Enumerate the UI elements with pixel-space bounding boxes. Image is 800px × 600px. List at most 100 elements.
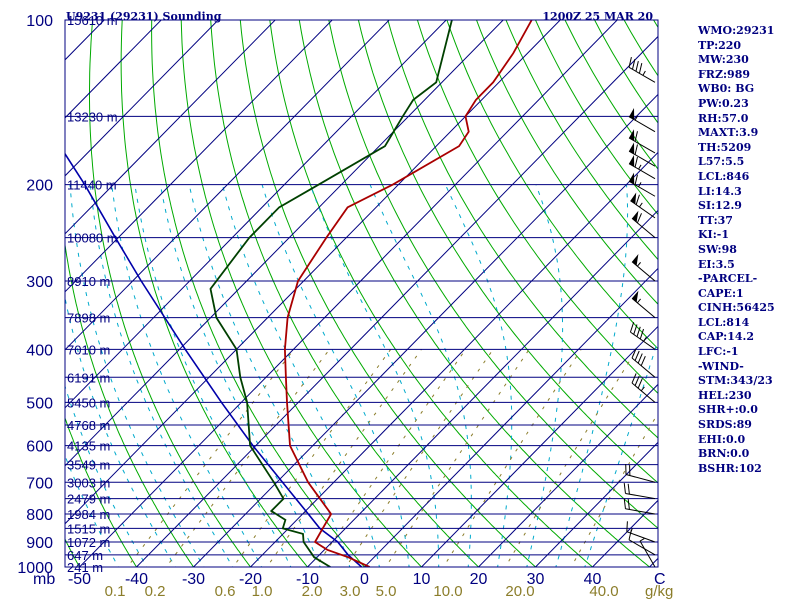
wind-barbs	[623, 57, 656, 568]
dry-adiabat	[505, 20, 658, 261]
wind-barb-flag	[633, 324, 638, 335]
mixing-ratio-tick-label: 40.0	[589, 583, 618, 600]
wind-barb-flag	[640, 355, 646, 366]
wind-barb-staff	[628, 539, 656, 556]
dry-adiabat	[65, 241, 195, 567]
wind-barb	[628, 108, 656, 133]
wind-barb-staff	[628, 66, 656, 83]
wind-barb-flag	[626, 521, 628, 532]
wind-barb-half	[642, 70, 646, 76]
wind-barb-pennant	[632, 210, 639, 223]
wind-barb-staff	[625, 474, 656, 483]
sounding-index-item: HEL:230	[698, 388, 752, 402]
height-label: 7898 m	[67, 311, 110, 326]
wind-barb-flag	[628, 57, 632, 68]
pressure-tick-label: 700	[26, 475, 53, 492]
sounding-index-item: SHR+:0.0	[698, 403, 758, 417]
wind-barb-pennant	[630, 192, 637, 205]
moist-adiabat	[69, 184, 205, 567]
dry-adiabats	[65, 20, 658, 567]
pressure-tick-label: 100	[26, 13, 53, 30]
wind-barb-flag	[631, 348, 637, 359]
isotherm	[78, 20, 618, 567]
wind-barb-flag	[634, 375, 640, 386]
height-label: 3549 m	[67, 458, 110, 473]
height-label: 3003 m	[67, 475, 110, 490]
wind-barb	[628, 129, 656, 154]
dewpoint-profile-line	[209, 20, 453, 567]
temperature-tick-label: -40	[125, 571, 148, 588]
isotherm	[65, 20, 390, 351]
wind-barb-flag	[634, 131, 638, 142]
sounding-index-item: LCL:846	[698, 169, 750, 183]
wind-barb-staff	[630, 331, 656, 350]
pressure-tick-label: 200	[26, 178, 53, 195]
wind-barb	[623, 498, 656, 515]
wind-barb	[629, 322, 656, 350]
pressure-tick-label: 1000	[17, 560, 53, 577]
sounding-index-item: KI:-1	[698, 228, 729, 242]
isotherm	[65, 20, 504, 467]
sounding-time: 1200Z 25 MAR 20	[542, 10, 653, 23]
wind-barb-flag	[631, 373, 637, 384]
wind-barb	[628, 172, 656, 197]
wind-barb-pennant	[632, 290, 639, 303]
isotherm	[363, 267, 658, 567]
sounding-index-item: -WIND-	[698, 359, 744, 373]
wind-barb-half	[639, 202, 643, 208]
dry-adiabat	[65, 416, 138, 567]
isotherm	[65, 20, 447, 409]
wind-barb-flag	[634, 156, 638, 168]
dry-adiabat	[239, 20, 537, 567]
wind-barb-half	[643, 336, 647, 342]
mixing-ratio-lines	[126, 348, 658, 567]
sounding-index-item: LI:14.3	[698, 184, 742, 198]
mixing-ratio-line	[385, 349, 530, 567]
sounding-index-item: EHI:0.0	[698, 432, 746, 446]
wind-barb-pennant	[629, 172, 635, 185]
wind-barb-flag	[634, 144, 638, 155]
sounding-index-item: PW:0.23	[698, 96, 749, 110]
wind-barb-staff	[625, 492, 656, 500]
wind-barb-flag	[623, 498, 626, 509]
temperature-tick-label: 30	[527, 571, 545, 588]
moist-adiabat	[444, 184, 513, 567]
dry-adiabat	[89, 20, 252, 567]
sounding-index-item: TH:5209	[698, 140, 752, 154]
mixing-ratio-line	[126, 348, 295, 567]
moist-adiabat	[369, 184, 472, 567]
dry-adiabat	[210, 20, 480, 567]
moist-adiabat	[134, 184, 292, 567]
sounding-index-item: MAXT:3.9	[698, 126, 759, 140]
height-label: 11440 m	[67, 178, 117, 193]
wind-barb-half	[636, 298, 641, 304]
wind-barb-flag	[631, 59, 636, 70]
wind-barb	[631, 254, 656, 282]
sounding-index-item: CAPE:1	[698, 286, 744, 300]
wind-barb	[639, 538, 656, 568]
sounding-index-item: BSHR:102	[698, 461, 762, 475]
sounding-index-item: EI:3.5	[698, 257, 735, 271]
wind-barb	[628, 142, 656, 167]
sounding-index-item: LFC:-1	[698, 345, 739, 359]
wind-barb-staff	[628, 163, 656, 180]
isotherm	[306, 209, 658, 567]
pressure-axis-label: mb	[33, 571, 55, 588]
dry-adiabat	[416, 20, 658, 394]
sounding-index-item: WMO:29231	[698, 24, 775, 37]
moist-adiabat	[222, 184, 380, 567]
sounding-index-item: TT:37	[698, 213, 733, 227]
height-label: 5450 m	[67, 395, 110, 410]
wind-barb-half	[640, 386, 645, 392]
wind-barb-flag	[637, 378, 643, 389]
wind-barb	[623, 483, 656, 500]
dry-adiabat	[298, 20, 651, 567]
height-label: 1515 m	[67, 521, 110, 536]
mixing-ratio-tick-label: 0.2	[145, 583, 166, 600]
wind-barb	[628, 155, 656, 180]
wind-barb-flag	[623, 483, 626, 494]
mixing-ratio-line	[504, 349, 638, 567]
plot-frame	[64, 19, 659, 568]
